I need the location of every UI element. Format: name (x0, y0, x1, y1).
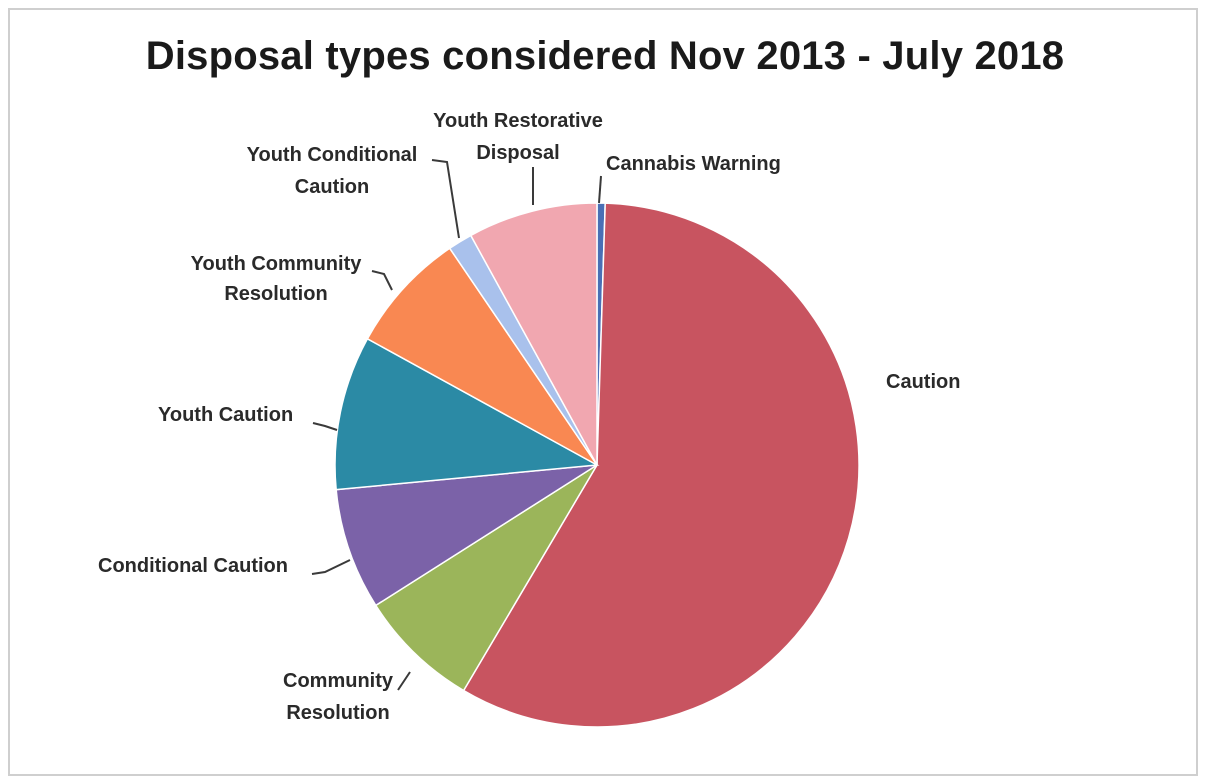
pie-slice-community-resolution (374, 464, 598, 692)
slice-label-youth-caution: Youth Caution (158, 404, 293, 426)
leader-line-community-resolution (397, 671, 411, 691)
leader-line-youth-community-resolution (371, 270, 393, 291)
pie-slice-youth-caution (334, 337, 600, 491)
slice-label-community-resolution: Community Resolution (283, 670, 394, 724)
slice-label-conditional-caution: Conditional Caution (98, 555, 288, 577)
slice-label-youth-community-resolution: Youth Community Resolution (191, 253, 363, 305)
chart-title: Disposal types considered Nov 2013 - Jul… (145, 34, 1065, 78)
pie-slices (334, 202, 860, 728)
leader-line-youth-conditional-caution (431, 159, 460, 239)
leader-lines (311, 159, 602, 691)
slice-label-cannabis-warning: Cannabis Warning (606, 153, 781, 175)
slice-label-youth-conditional-caution: Youth Conditional Caution (247, 144, 418, 198)
leader-line-conditional-caution (311, 559, 351, 575)
pie-slice-caution (462, 202, 860, 728)
slice-label-caution: Caution (886, 371, 960, 393)
pie-slice-youth-community-resolution (366, 247, 598, 466)
leader-line-cannabis-warning (598, 175, 602, 204)
slice-label-youth-restorative-disposal: Youth Restorative Disposal (433, 110, 603, 164)
slice-labels: Cannabis Warning Caution Community Resoluti… (98, 110, 960, 724)
pie-slice-youth-restorative-disposal (469, 202, 598, 466)
leader-line-youth-caution (312, 422, 338, 431)
pie-slice-conditional-caution (335, 464, 598, 607)
